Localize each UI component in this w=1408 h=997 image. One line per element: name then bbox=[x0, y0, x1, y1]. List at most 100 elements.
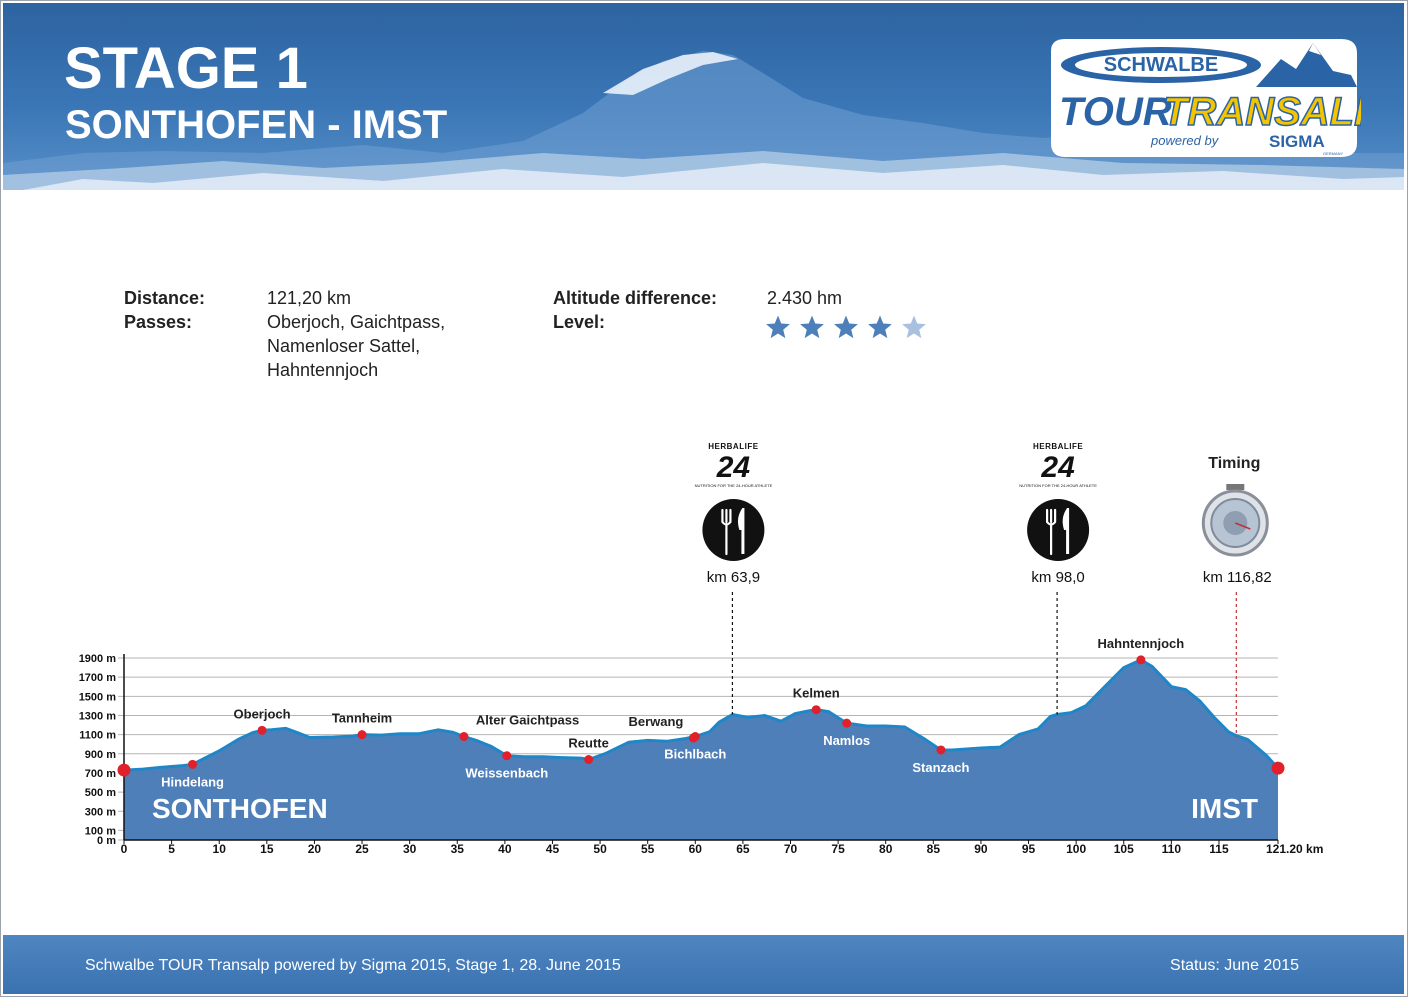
distance-value: 121,20 km bbox=[267, 288, 352, 308]
logo-powered: powered by bbox=[1150, 133, 1220, 148]
knife-icon bbox=[737, 508, 745, 554]
endpoint-marker bbox=[117, 763, 131, 777]
waypoint-marker bbox=[811, 705, 821, 715]
y-tick-label: 1900 m bbox=[79, 653, 117, 665]
x-tick-label: 55 bbox=[641, 842, 655, 856]
y-tick-label: 1500 m bbox=[79, 691, 117, 703]
waypoint-label: Oberjoch bbox=[234, 706, 291, 721]
station-km-label: km 98,0 bbox=[1031, 569, 1084, 586]
logo-sponsor: SIGMA bbox=[1269, 132, 1325, 151]
waypoint-label: Weissenbach bbox=[465, 766, 548, 781]
altitude-label: Altitude difference: bbox=[553, 288, 718, 308]
waypoint-marker bbox=[459, 732, 469, 742]
waypoint-label: Kelmen bbox=[793, 686, 840, 701]
start-town-label: SONTHOFEN bbox=[152, 793, 328, 824]
waypoint-marker bbox=[188, 759, 198, 769]
y-tick-label: 1100 m bbox=[79, 730, 116, 742]
x-tick-label: 65 bbox=[736, 842, 750, 856]
y-tick-label: 100 m bbox=[85, 825, 116, 837]
pass-line: Oberjoch, Gaichtpass, bbox=[267, 312, 446, 332]
x-tick-label: 10 bbox=[213, 842, 227, 856]
x-tick-label: 25 bbox=[355, 842, 369, 856]
level-label: Level: bbox=[553, 312, 606, 332]
passes-list: Oberjoch, Gaichtpass, Namenloser Sattel,… bbox=[267, 310, 445, 382]
elevation-line bbox=[123, 658, 1280, 772]
waypoint-marker bbox=[842, 718, 852, 728]
timing-title: Timing bbox=[1208, 455, 1260, 472]
stopwatch-crown bbox=[1226, 484, 1245, 490]
waypoint-marker bbox=[257, 725, 267, 735]
brand-name: HERBALIFE bbox=[708, 442, 758, 451]
x-tick-label: 80 bbox=[879, 842, 893, 856]
x-tick-label: 90 bbox=[974, 842, 988, 856]
waypoint-label: Alter Gaichtpass bbox=[476, 713, 579, 728]
end-town-label: IMST bbox=[1191, 793, 1258, 824]
x-tick-label: 75 bbox=[831, 842, 845, 856]
waypoint-label: Stanzach bbox=[912, 760, 969, 775]
x-tick-label: 105 bbox=[1114, 842, 1134, 856]
x-end-label: 121.20 km bbox=[1266, 842, 1323, 856]
x-tick-label: 35 bbox=[451, 842, 465, 856]
waypoint-marker bbox=[584, 755, 594, 765]
station-km-label: km 63,9 bbox=[707, 569, 760, 586]
altitude-value: 2.430 hm bbox=[767, 288, 843, 308]
footer-status: Status: June 2015 bbox=[1170, 957, 1299, 974]
brand-tagline: NUTRITION FOR THE 24-HOUR ATHLETE bbox=[695, 483, 773, 488]
y-tick-label: 300 m bbox=[85, 806, 116, 818]
brand-name: HERBALIFE bbox=[1033, 442, 1083, 451]
y-tick-label: 700 m bbox=[85, 768, 116, 780]
waypoint-label: Hahntennjoch bbox=[1098, 636, 1185, 651]
x-tick-label: 15 bbox=[260, 842, 274, 856]
waypoint-marker bbox=[502, 751, 512, 761]
star-filled-icon bbox=[834, 315, 858, 339]
x-tick-label: 50 bbox=[593, 842, 607, 856]
brand-number: 24 bbox=[1040, 451, 1075, 484]
waypoint-marker bbox=[936, 745, 946, 755]
y-tick-label: 1700 m bbox=[79, 672, 117, 684]
y-tick-label: 0 m bbox=[97, 835, 116, 847]
x-tick-label: 70 bbox=[784, 842, 798, 856]
mountain-backdrop bbox=[3, 51, 1404, 190]
footer-event-info: Schwalbe TOUR Transalp powered by Sigma … bbox=[85, 957, 621, 974]
logo-sponsor-sub: GERMANY bbox=[1323, 151, 1344, 156]
logo-main-right: TRANSALP bbox=[1163, 90, 1361, 134]
station-km-label: km 116,82 bbox=[1203, 569, 1272, 586]
fork-icon bbox=[721, 508, 732, 556]
brand-tagline: NUTRITION FOR THE 24-HOUR ATHLETE bbox=[1019, 483, 1097, 488]
plate-circle bbox=[1027, 499, 1090, 561]
waypoint-label: Berwang bbox=[628, 714, 683, 729]
footer: Schwalbe TOUR Transalp powered by Sigma … bbox=[3, 935, 1404, 994]
x-tick-label: 20 bbox=[308, 842, 322, 856]
tour-transalp-logo: SCHWALBE TOUR TRANSALP powered by SIGMA … bbox=[1051, 39, 1361, 157]
x-tick-label: 5 bbox=[168, 842, 175, 856]
passes-label: Passes: bbox=[124, 312, 193, 332]
header-banner: STAGE 1 SONTHOFEN - IMST SCHWALBE TOUR T… bbox=[3, 3, 1404, 190]
waypoint-label: Namlos bbox=[823, 733, 870, 748]
stage-route: SONTHOFEN - IMST bbox=[65, 103, 448, 147]
waypoint-marker bbox=[357, 730, 367, 740]
x-tick-label: 60 bbox=[689, 842, 703, 856]
x-tick-label: 115 bbox=[1209, 842, 1229, 856]
x-tick-label: 45 bbox=[546, 842, 560, 856]
stopwatch-hand bbox=[1235, 522, 1251, 530]
logo-main-left: TOUR bbox=[1059, 90, 1172, 134]
level-rating bbox=[766, 315, 926, 339]
waypoint-label: Reutte bbox=[568, 736, 608, 751]
star-filled-icon bbox=[868, 315, 892, 339]
logo-top-text: SCHWALBE bbox=[1104, 54, 1218, 76]
fork-icon bbox=[1046, 508, 1057, 556]
endpoint-marker bbox=[1271, 761, 1285, 775]
plate-circle bbox=[702, 499, 765, 561]
stopwatch-icon: Timing bbox=[1201, 455, 1269, 557]
x-tick-label: 40 bbox=[498, 842, 512, 856]
stage-title: STAGE 1 bbox=[64, 36, 308, 101]
y-tick-label: 1300 m bbox=[79, 710, 117, 722]
waypoint-label: Hindelang bbox=[161, 774, 224, 789]
elevation-area bbox=[124, 659, 1278, 840]
y-tick-label: 900 m bbox=[85, 749, 116, 761]
waypoint-label: Bichlbach bbox=[664, 747, 726, 762]
